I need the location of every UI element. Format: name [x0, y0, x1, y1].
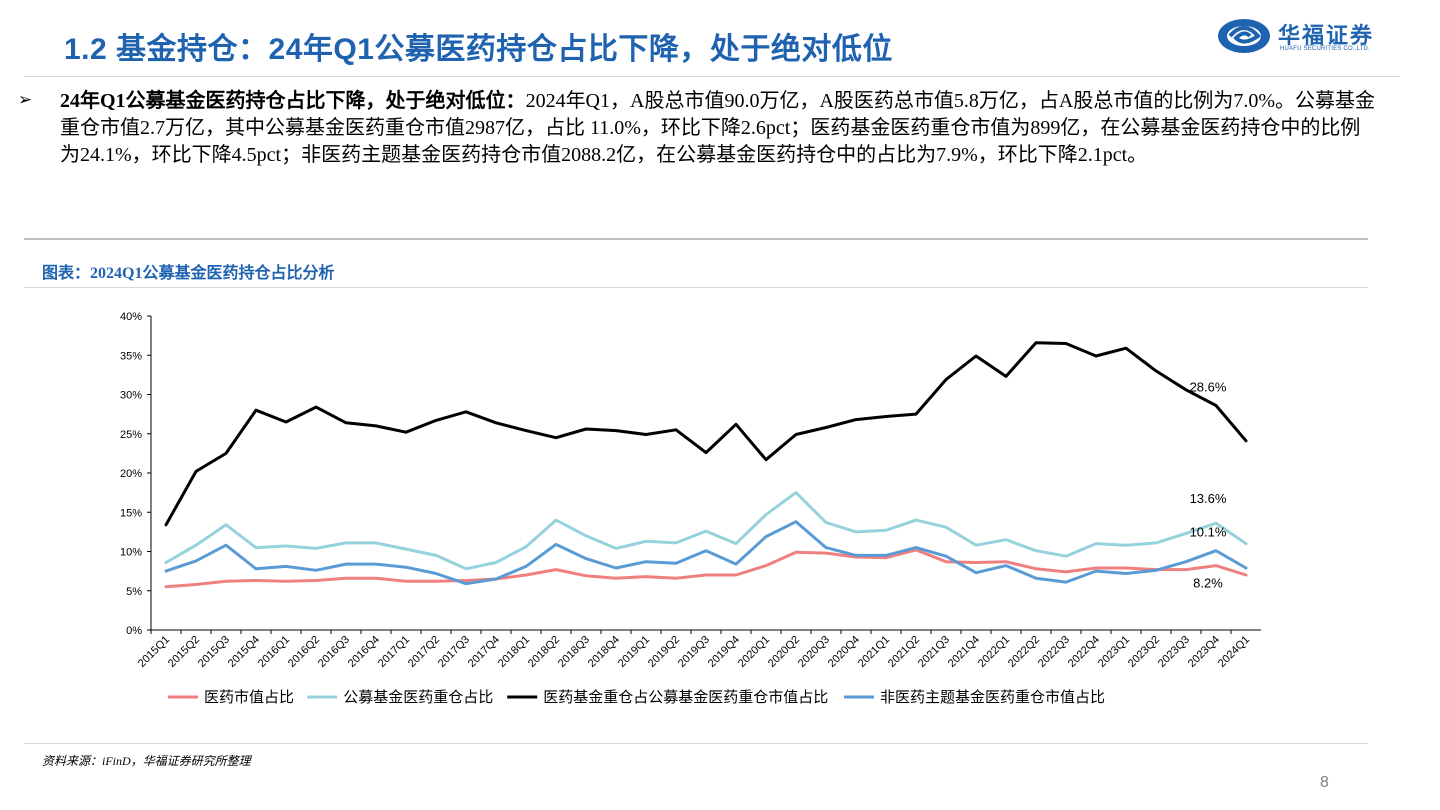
x-tick-label: 2016Q2 — [286, 634, 322, 670]
data-label: 28.6% — [1190, 379, 1227, 394]
figure-title-divider — [24, 287, 1368, 288]
x-tick-label: 2020Q3 — [796, 634, 832, 670]
x-tick-label: 2016Q1 — [256, 634, 292, 670]
y-tick-label: 25% — [120, 429, 142, 441]
x-tick-label: 2022Q1 — [976, 634, 1012, 670]
x-tick-label: 2023Q3 — [1156, 634, 1192, 670]
y-tick-label: 30% — [120, 390, 142, 402]
figure-title: 图表：2024Q1公募基金医药持仓占比分析 — [42, 265, 335, 282]
x-tick-label: 2016Q4 — [346, 634, 382, 670]
data-label: 10.1% — [1190, 525, 1227, 540]
x-tick-label: 2017Q4 — [466, 634, 502, 670]
x-tick-label: 2019Q3 — [676, 634, 712, 670]
figure-panel — [24, 238, 1368, 774]
legend-label: 非医药主题基金医药重仓市值占比 — [880, 688, 1105, 706]
x-tick-label: 2017Q1 — [376, 634, 412, 670]
data-label: 13.6% — [1190, 491, 1227, 506]
x-tick-label: 2021Q2 — [886, 634, 922, 670]
header-divider — [24, 76, 1400, 77]
company-logo: 华福证券 HUAFU SECURITIES CO.,LTD. — [1216, 16, 1396, 60]
x-tick-label: 2023Q4 — [1186, 634, 1222, 670]
series-line-2 — [164, 341, 1248, 527]
x-tick-label: 2018Q3 — [556, 634, 592, 670]
x-tick-label: 2018Q2 — [526, 634, 562, 670]
series-line-3 — [164, 520, 1248, 586]
data-label: 8.2% — [1193, 576, 1223, 591]
x-tick-label: 2018Q4 — [586, 634, 622, 670]
summary-body: 2024年Q1，A股总市值90.0万亿，A股医药总市值5.8万亿，占A股总市值的… — [60, 90, 1375, 166]
series-line-0 — [164, 548, 1248, 589]
y-tick-label: 35% — [120, 350, 142, 362]
x-tick-label: 2023Q2 — [1126, 634, 1162, 670]
summary-heading: 24年Q1公募基金医药持仓占比下降，处于绝对低位： — [60, 90, 526, 112]
page-number: 8 — [1320, 774, 1329, 791]
x-tick-label: 2022Q3 — [1036, 634, 1072, 670]
x-tick-label: 2015Q2 — [166, 634, 202, 670]
x-tick-label: 2019Q2 — [646, 634, 682, 670]
huafu-logo-icon — [1218, 19, 1270, 53]
legend-label: 公募基金医药重仓占比 — [343, 688, 493, 706]
y-tick-label: 5% — [126, 586, 142, 598]
arrow-bullet-icon: ➢ — [18, 90, 33, 110]
x-tick-label: 2022Q2 — [1006, 634, 1042, 670]
y-tick-label: 40% — [120, 311, 142, 323]
series-line-1 — [164, 491, 1248, 571]
y-tick-label: 20% — [120, 468, 142, 480]
logo-text-cn: 华福证券 — [1278, 24, 1375, 49]
page-title: 1.2 基金持仓：24年Q1公募医药持仓占比下降，处于绝对低位 — [64, 33, 893, 66]
x-tick-label: 2015Q1 — [136, 634, 172, 670]
y-tick-label: 0% — [126, 625, 142, 637]
x-tick-label: 2023Q1 — [1096, 634, 1132, 670]
x-tick-label: 2021Q4 — [946, 634, 982, 670]
legend-label: 医药市值占比 — [204, 688, 294, 706]
x-tick-label: 2019Q1 — [616, 634, 652, 670]
y-tick-label: 15% — [120, 507, 142, 519]
source-divider — [24, 743, 1368, 744]
x-tick-label: 2020Q2 — [766, 634, 802, 670]
x-tick-label: 2019Q4 — [706, 634, 742, 670]
x-tick-label: 2024Q1 — [1216, 634, 1252, 670]
x-tick-label: 2021Q3 — [916, 634, 952, 670]
x-tick-label: 2017Q3 — [436, 634, 472, 670]
x-tick-label: 2022Q4 — [1066, 634, 1102, 670]
x-tick-label: 2015Q3 — [196, 634, 232, 670]
legend-label: 医药基金重仓占公募基金医药重仓市值占比 — [543, 688, 828, 706]
x-tick-label: 2021Q1 — [856, 634, 892, 670]
logo-text-en: HUAFU SECURITIES CO.,LTD. — [1280, 46, 1370, 52]
x-tick-label: 2020Q1 — [736, 634, 772, 670]
x-tick-label: 2018Q1 — [496, 634, 532, 670]
summary-text: 24年Q1公募基金医药持仓占比下降，处于绝对低位：2024年Q1，A股总市值90… — [60, 88, 1380, 169]
x-tick-label: 2020Q4 — [826, 634, 862, 670]
x-tick-label: 2015Q4 — [226, 634, 262, 670]
source-note: 资料来源：iFinD，华福证券研究所整理 — [42, 754, 251, 768]
x-tick-label: 2017Q2 — [406, 634, 442, 670]
y-tick-label: 10% — [120, 547, 142, 559]
x-tick-label: 2016Q3 — [316, 634, 352, 670]
